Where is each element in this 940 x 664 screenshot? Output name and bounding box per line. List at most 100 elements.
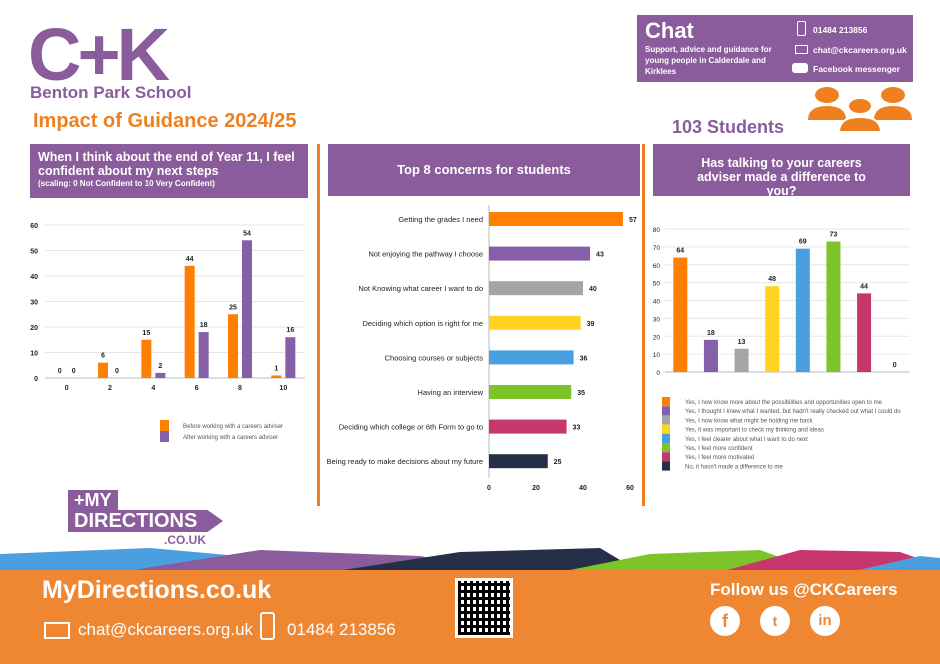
email-icon xyxy=(44,622,70,639)
student-count: 103 Students xyxy=(672,117,785,137)
bar xyxy=(489,385,572,399)
twitter-icon[interactable]: t xyxy=(760,606,790,636)
y-tick-label: 0 xyxy=(656,370,660,377)
data-label: 35 xyxy=(577,390,585,397)
bar-after xyxy=(155,372,166,378)
qr-code[interactable] xyxy=(455,578,513,638)
phone-icon xyxy=(797,21,806,36)
bar-after xyxy=(198,332,209,378)
legend-swatch xyxy=(662,443,670,453)
chat-box: Chat Support, advice and guidance for yo… xyxy=(637,15,913,82)
bar-before xyxy=(141,339,152,378)
legend-swatch xyxy=(160,420,169,431)
category-label: Deciding which option is right for me xyxy=(363,319,483,328)
data-label: 1 xyxy=(274,365,278,372)
data-label: 43 xyxy=(596,252,604,259)
x-tick-label: 0 xyxy=(487,485,491,492)
category-label: Deciding which college or 6th Form to go… xyxy=(339,423,483,432)
people-icon xyxy=(808,87,912,132)
data-label: 6 xyxy=(101,353,105,360)
x-tick-label: 2 xyxy=(108,385,112,392)
chart2-title: Top 8 concerns for students xyxy=(328,144,640,196)
y-tick-label: 80 xyxy=(653,227,661,234)
category-label: Getting the grades I need xyxy=(398,215,483,224)
data-label: 0 xyxy=(893,362,897,369)
data-label: 73 xyxy=(830,232,838,239)
legend-swatch xyxy=(662,424,670,434)
x-tick-label: 60 xyxy=(626,485,634,492)
bar xyxy=(489,350,574,365)
linkedin-icon[interactable]: in xyxy=(810,606,840,636)
legend-label: Before working with a careers adviser xyxy=(183,424,283,430)
data-label: 0 xyxy=(115,368,119,375)
bar-before xyxy=(271,375,282,378)
data-label: 44 xyxy=(860,283,868,290)
email-icon xyxy=(795,45,808,54)
bar xyxy=(765,286,780,372)
y-tick-label: 50 xyxy=(653,281,661,288)
data-label: 0 xyxy=(72,368,76,375)
phone-icon xyxy=(260,612,275,640)
data-label: 16 xyxy=(286,327,294,334)
school-name: Benton Park School xyxy=(30,83,192,102)
y-tick-label: 0 xyxy=(34,376,38,383)
legend-label: Yes, it was important to check my thinki… xyxy=(685,428,824,434)
legend-label: After working with a careers adviser xyxy=(183,435,278,441)
y-tick-label: 30 xyxy=(30,300,38,307)
chart1-header: When I think about the end of Year 11, I… xyxy=(30,144,308,198)
y-tick-label: 70 xyxy=(653,245,661,252)
y-tick-label: 20 xyxy=(653,334,661,341)
ck-logo: C+K xyxy=(28,13,170,96)
chat-phone[interactable]: 01484 213856 xyxy=(813,25,868,35)
facebook-icon[interactable]: f xyxy=(710,606,740,636)
bar xyxy=(489,419,567,434)
chat-email[interactable]: chat@ckcareers.org.uk xyxy=(813,45,907,55)
bar xyxy=(703,339,718,372)
y-tick-label: 60 xyxy=(653,263,661,270)
footer-phone[interactable]: 01484 213856 xyxy=(287,620,396,639)
data-label: 57 xyxy=(629,217,637,224)
chat-messenger[interactable]: Facebook messenger xyxy=(813,64,900,74)
legend-label: Yes, I feel clearer about what I want to… xyxy=(685,437,808,443)
legend-swatch xyxy=(662,452,670,462)
data-label: 48 xyxy=(768,276,776,283)
y-tick-label: 40 xyxy=(653,299,661,306)
x-tick-label: 8 xyxy=(238,385,242,392)
footer-email[interactable]: chat@ckcareers.org.uk xyxy=(78,620,254,639)
decorative-stripe xyxy=(0,548,940,572)
data-label: 0 xyxy=(58,368,62,375)
data-label: 40 xyxy=(589,286,597,293)
footer-site[interactable]: MyDirections.co.uk xyxy=(42,576,272,604)
data-label: 44 xyxy=(186,256,194,263)
legend-label: Yes, I thought I knew what I wanted, but… xyxy=(685,409,901,415)
data-label: 13 xyxy=(738,339,746,346)
bar-before xyxy=(184,265,195,378)
mydirections-logo[interactable]: +MY DIRECTIONS .CO.UK xyxy=(68,490,228,548)
bar-after xyxy=(242,240,252,378)
data-label: 18 xyxy=(200,322,208,329)
y-tick-label: 10 xyxy=(30,351,38,358)
bar xyxy=(489,281,583,296)
category-label: Having an interview xyxy=(418,388,484,397)
bar-after xyxy=(285,337,296,378)
data-label: 18 xyxy=(707,330,715,337)
legend-swatch xyxy=(662,415,670,425)
y-tick-label: 60 xyxy=(30,223,38,230)
legend-swatch xyxy=(662,461,670,471)
data-label: 69 xyxy=(799,239,807,246)
bar xyxy=(673,257,688,372)
bar xyxy=(826,241,841,372)
data-label: 2 xyxy=(158,363,162,370)
category-label: Choosing courses or subjects xyxy=(385,353,484,362)
x-tick-label: 6 xyxy=(195,385,199,392)
data-label: 64 xyxy=(676,248,684,255)
legend-label: No, it hasn't made a difference to me xyxy=(685,464,783,470)
legend-swatch xyxy=(662,433,670,443)
divider xyxy=(317,144,320,506)
chart1-subtitle: (scaling: 0 Not Confident to 10 Very Con… xyxy=(38,179,215,188)
y-tick-label: 40 xyxy=(30,274,38,281)
divider xyxy=(642,144,645,506)
x-tick-label: 4 xyxy=(151,385,155,392)
data-label: 15 xyxy=(142,330,150,337)
x-tick-label: 20 xyxy=(532,485,540,492)
